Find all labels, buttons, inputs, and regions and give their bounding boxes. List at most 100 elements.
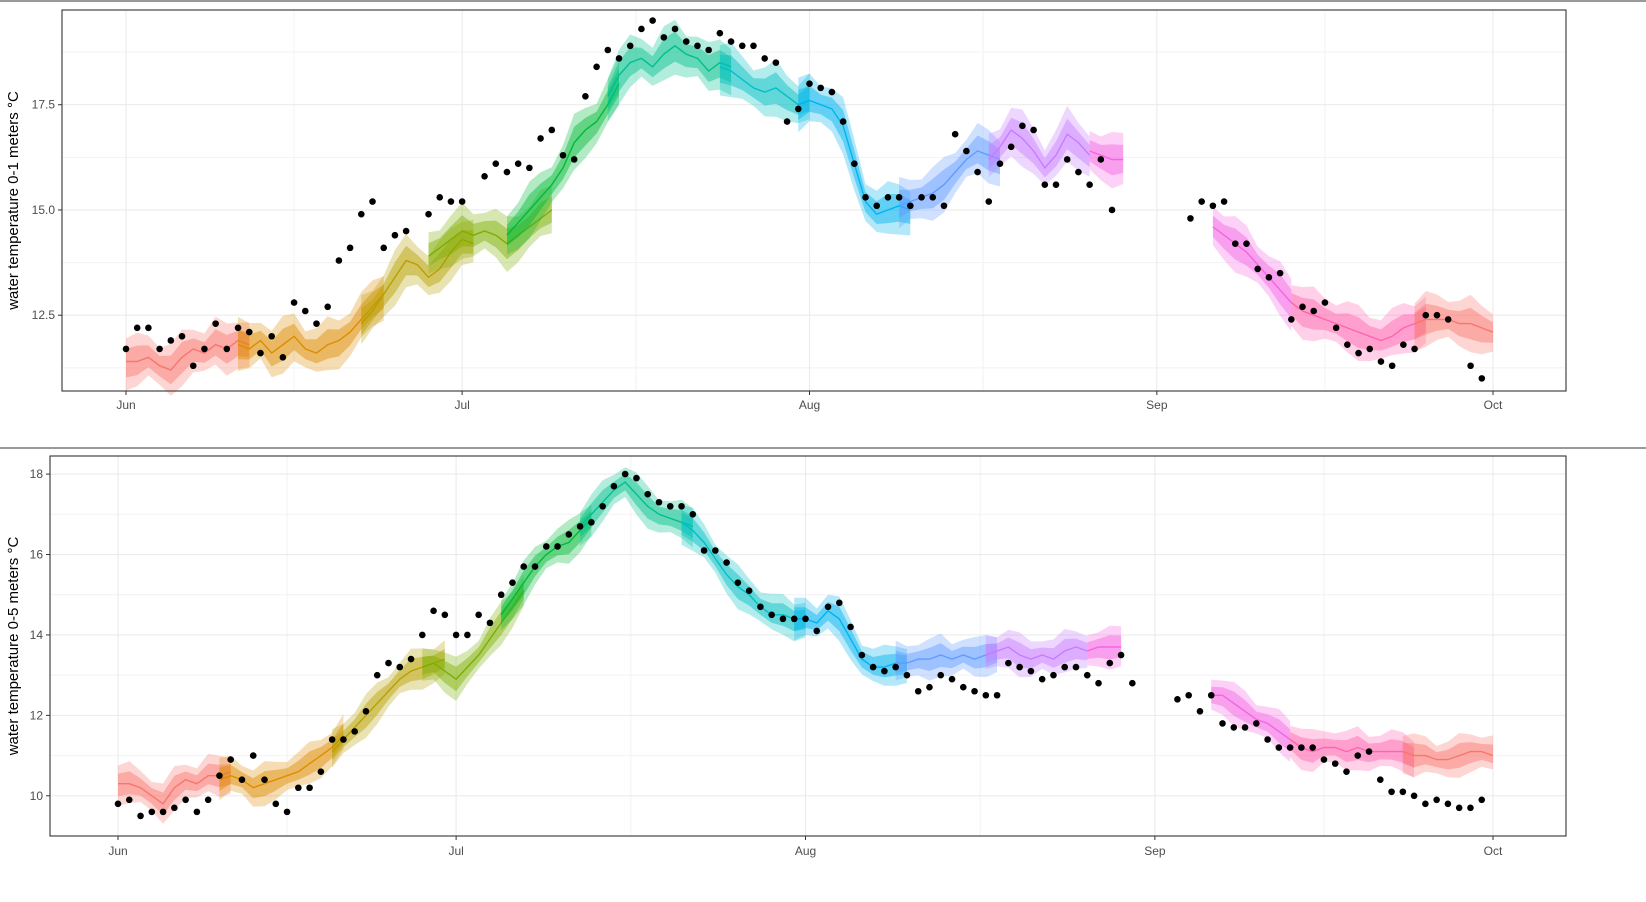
observation-point: [1117, 651, 1125, 659]
forecast-interval-band: [607, 31, 732, 110]
x-tick-label: Oct: [1484, 398, 1503, 412]
forecast-interval-band: [1211, 679, 1291, 762]
observation-point: [588, 519, 595, 526]
chart-panel-surface-0-1m: Jun Jul Aug Sep Oct 12.5 15.0 17.5 water tempera…: [5, 9, 1567, 412]
observation-point: [858, 651, 866, 659]
observation-point: [249, 752, 257, 759]
observation-point: [565, 531, 573, 538]
observation-point: [839, 118, 847, 125]
observation-point: [716, 29, 724, 37]
forecast-interval-band: [501, 510, 592, 624]
observation-point: [869, 663, 877, 671]
observation-point: [678, 502, 685, 510]
observation-point: [452, 631, 460, 639]
observations: [114, 470, 1486, 820]
observation-point: [201, 345, 208, 353]
observation-point: [189, 362, 197, 370]
forecast-interval-band: [1211, 686, 1291, 752]
observation-point: [324, 303, 331, 311]
observation-point: [301, 307, 309, 315]
observation-point: [621, 470, 629, 478]
observation-point: [790, 615, 798, 623]
observation-point: [1038, 675, 1046, 683]
plot-area: [62, 10, 1566, 391]
observation-point: [892, 663, 899, 671]
observation-point: [402, 227, 410, 235]
observation-point: [1366, 345, 1374, 353]
observation-point: [1433, 311, 1441, 319]
observation-point: [937, 671, 945, 679]
x-tick-label: Aug: [799, 398, 820, 412]
forecast-interval-band: [1414, 291, 1493, 355]
observation-point: [234, 324, 242, 332]
observation-point: [1106, 659, 1114, 667]
observation-point: [615, 55, 623, 62]
observation-point: [1399, 788, 1407, 796]
observation-point: [971, 687, 978, 695]
plot-area: [50, 456, 1566, 836]
observation-point: [712, 547, 719, 554]
observation-point: [881, 667, 888, 675]
forecast-mean-line: [985, 646, 1088, 660]
observation-point: [486, 619, 494, 627]
observation-point: [1027, 667, 1035, 675]
observation-point: [903, 671, 911, 679]
forecast-interval-band: [988, 105, 1090, 186]
x-tick-label: Jun: [108, 844, 127, 858]
observation-point: [283, 808, 291, 816]
observation-point: [951, 130, 959, 138]
observation-point: [1072, 663, 1080, 671]
observation-point: [1376, 776, 1384, 784]
forecast-interval-band: [238, 284, 384, 367]
y-tick-label: 16: [30, 548, 44, 562]
observation-point: [1196, 708, 1204, 715]
observation-point: [772, 59, 780, 66]
observation-point: [1007, 143, 1015, 151]
observation-point: [1275, 744, 1283, 751]
observation-point: [1108, 206, 1116, 214]
observation-point: [727, 38, 735, 45]
observation-point: [537, 135, 544, 142]
observation-point: [122, 345, 130, 353]
observation-point: [1309, 744, 1316, 751]
observation-point: [182, 796, 189, 804]
observation-point: [1388, 362, 1396, 370]
forecast-mean-line: [1087, 646, 1122, 652]
observation-point: [1467, 804, 1474, 812]
observation-point: [1400, 341, 1407, 348]
observation-point: [745, 587, 753, 595]
observation-point: [1388, 788, 1395, 796]
observation-point: [1019, 122, 1026, 130]
observation-point: [346, 244, 354, 252]
y-tick-label: 14: [30, 628, 44, 642]
observation-point: [757, 603, 764, 611]
observation-point: [268, 332, 275, 340]
x-tick-label: Aug: [795, 844, 816, 858]
observation-point: [694, 42, 701, 50]
observation-point: [918, 194, 925, 201]
observation-point: [542, 543, 550, 550]
forecast-interval-band: [985, 637, 1088, 669]
observation-point: [1174, 695, 1181, 703]
observation-point: [279, 354, 287, 361]
observation-point: [1332, 324, 1340, 332]
forecast-mean-line: [579, 481, 694, 528]
observation-point: [396, 663, 404, 671]
observation-point: [204, 796, 212, 804]
x-tick-label: Sep: [1146, 398, 1168, 412]
observation-point: [526, 164, 533, 172]
observation-point: [1286, 744, 1294, 751]
observation-point: [1455, 804, 1463, 812]
forecast-interval-band: [985, 628, 1088, 678]
forecast-interval-band: [126, 329, 250, 385]
observation-point: [1061, 663, 1069, 671]
forecast-interval-band: [361, 219, 474, 345]
observation-point: [1219, 720, 1226, 727]
observation-point: [171, 804, 178, 812]
observation-point: [1365, 748, 1373, 755]
observation-point: [660, 34, 668, 41]
observation-point: [497, 591, 505, 599]
forecast-mean-line: [1212, 226, 1292, 304]
forecast-mean-line: [1289, 738, 1415, 757]
observation-point: [328, 736, 336, 743]
